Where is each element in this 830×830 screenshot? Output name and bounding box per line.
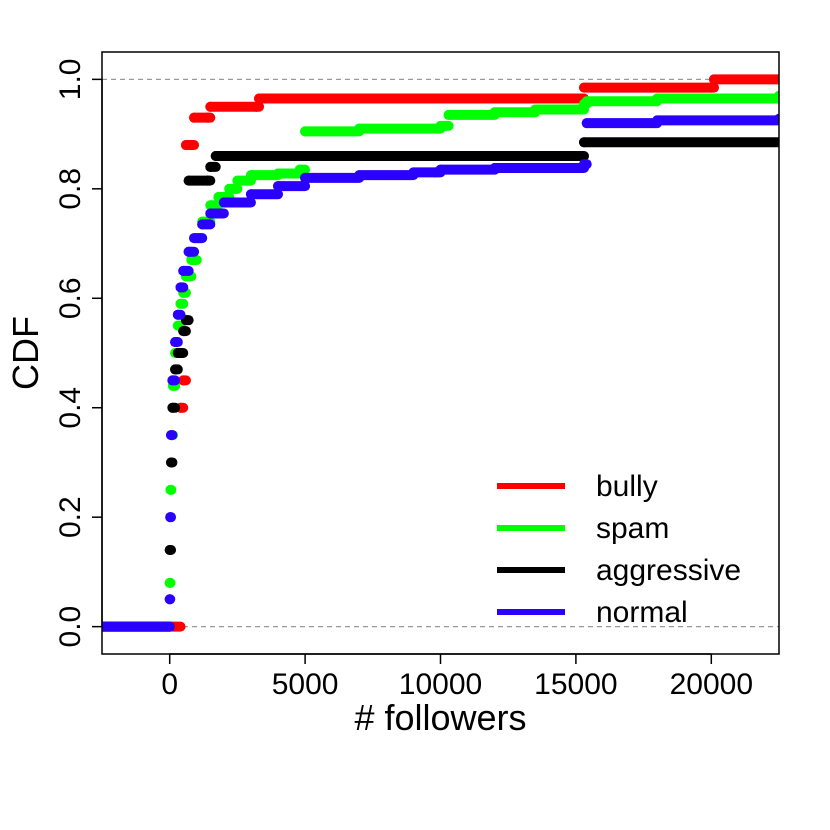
legend-item-spam: spam — [497, 512, 669, 545]
data-point — [183, 246, 194, 257]
data-point — [581, 96, 592, 107]
series-normal — [102, 113, 779, 632]
data-point — [354, 170, 365, 181]
x-axis: 0 5000 10000 15000 20000 — [161, 653, 753, 701]
legend-label: bully — [596, 470, 658, 503]
data-point — [273, 168, 284, 179]
data-point — [435, 164, 446, 175]
data-point — [164, 577, 175, 588]
legend-label: spam — [596, 512, 669, 545]
data-point — [245, 170, 256, 181]
data-point — [576, 150, 587, 161]
data-point — [652, 93, 663, 104]
data-point — [300, 172, 311, 183]
y-axis-title: CDF — [5, 316, 46, 390]
data-point — [354, 123, 365, 134]
legend-item-normal: normal — [497, 596, 688, 629]
data-point — [224, 183, 235, 194]
data-point — [489, 163, 500, 174]
data-point — [189, 112, 200, 123]
y-tick-label: 0.6 — [54, 277, 87, 319]
data-point — [530, 104, 541, 115]
x-tick-label: 5000 — [272, 668, 339, 701]
data-point — [408, 167, 419, 178]
data-point — [178, 375, 189, 386]
y-tick-label: 0.0 — [54, 606, 87, 648]
legend-label: aggressive — [596, 554, 741, 587]
data-point — [581, 118, 592, 129]
data-point — [205, 101, 216, 112]
data-point — [443, 109, 454, 120]
data-point — [170, 364, 181, 375]
data-point — [774, 113, 779, 124]
data-point — [232, 175, 243, 186]
data-point — [172, 348, 183, 358]
data-point — [579, 82, 590, 93]
y-tick-label: 0.4 — [54, 387, 87, 429]
data-point — [189, 233, 200, 244]
series-layer — [102, 74, 779, 632]
data-point — [205, 208, 216, 219]
x-tick-label: 20000 — [670, 668, 753, 701]
data-point — [167, 375, 178, 386]
y-axis: 0.0 0.2 0.4 0.6 0.8 1.0 — [54, 59, 103, 648]
data-point — [579, 159, 590, 170]
data-point — [175, 298, 186, 309]
x-tick-label: 10000 — [399, 668, 482, 701]
data-point — [164, 594, 175, 605]
data-point — [202, 112, 213, 123]
data-point — [164, 545, 175, 556]
data-point — [167, 402, 178, 413]
reference-lines — [102, 78, 779, 628]
data-point — [294, 164, 305, 175]
data-point — [435, 120, 446, 131]
series-aggressive — [102, 137, 779, 632]
legend-item-bully: bully — [497, 470, 658, 503]
data-point — [579, 137, 590, 148]
data-point — [166, 430, 177, 441]
data-point — [164, 621, 175, 632]
data-point — [245, 189, 256, 200]
data-point — [205, 161, 216, 172]
data-point — [178, 326, 189, 337]
data-point — [202, 175, 213, 186]
y-tick-label: 0.8 — [54, 168, 87, 210]
data-point — [774, 137, 779, 148]
data-point — [183, 175, 194, 186]
legend: bully spam aggressive normal — [497, 470, 741, 629]
data-point — [175, 282, 186, 293]
legend-label: normal — [596, 596, 688, 629]
data-point — [210, 150, 221, 161]
legend-item-aggressive: aggressive — [497, 554, 741, 587]
data-point — [186, 140, 197, 151]
data-point — [652, 115, 663, 126]
data-point — [197, 219, 208, 230]
data-point — [186, 254, 197, 265]
data-point — [166, 457, 177, 468]
data-point — [205, 200, 216, 211]
x-tick-label: 15000 — [534, 668, 617, 701]
data-point — [165, 512, 176, 523]
x-axis-title: # followers — [354, 697, 526, 738]
data-point — [706, 82, 717, 93]
data-point — [273, 181, 284, 192]
data-point — [709, 74, 720, 85]
y-tick-label: 0.2 — [54, 496, 87, 538]
data-point — [178, 265, 189, 276]
data-point — [251, 101, 262, 112]
data-point — [254, 93, 265, 104]
data-point — [300, 126, 311, 137]
data-point — [170, 337, 181, 348]
data-point — [218, 197, 229, 208]
data-point — [172, 309, 183, 320]
data-point — [774, 90, 779, 101]
data-point — [489, 107, 500, 118]
data-point — [774, 74, 779, 85]
x-tick-label: 0 — [161, 668, 178, 701]
y-tick-label: 1.0 — [54, 59, 87, 101]
data-point — [165, 484, 176, 495]
